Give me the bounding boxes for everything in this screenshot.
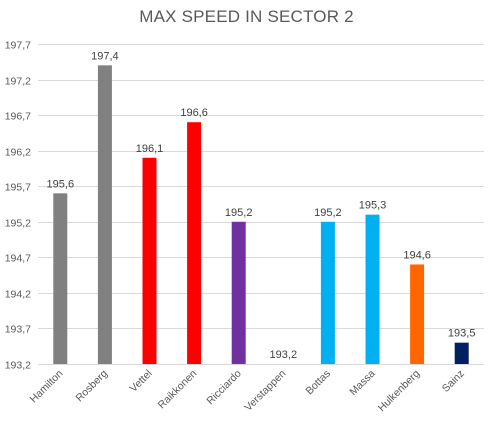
data-label: 197,4 (91, 50, 119, 62)
data-label: 193,5 (448, 328, 476, 340)
data-label: 195,6 (47, 178, 75, 190)
bar (365, 214, 380, 364)
data-label: 195,2 (314, 207, 342, 219)
bar (97, 65, 112, 364)
data-label: 196,6 (180, 107, 208, 119)
x-tick-label: Ricciardo (204, 368, 244, 408)
x-tick-label: Vettel (128, 368, 155, 395)
y-tick-label: 195,2 (5, 218, 31, 230)
x-tick-label: Rosberg (73, 368, 110, 405)
x-tick-label: Massa (347, 368, 377, 398)
x-tick-label: Raikkonen (156, 368, 200, 412)
bar (142, 157, 157, 364)
y-tick-label: 193,2 (5, 360, 31, 372)
x-tick-label: Hulkenberg (376, 368, 423, 415)
y-tick-label: 194,7 (5, 253, 31, 265)
y-tick-label: 194,2 (5, 289, 31, 301)
y-tick-label: 196,2 (5, 147, 31, 159)
y-tick-label: 197,7 (5, 40, 31, 52)
bar (53, 193, 68, 364)
data-label: 196,1 (136, 143, 164, 155)
data-label: 195,3 (359, 200, 387, 212)
y-tick-label: 197,2 (5, 76, 31, 88)
x-tick-label: Sainz (440, 368, 467, 395)
y-tick-label: 193,7 (5, 324, 31, 336)
bar (454, 342, 469, 364)
x-tick-label: Bottas (303, 368, 333, 398)
x-tick-label: Verstappen (242, 368, 288, 414)
bar (410, 264, 425, 364)
bar (231, 221, 246, 364)
chart-title: MAX SPEED IN SECTOR 2 (139, 7, 354, 26)
data-label: 194,6 (403, 249, 431, 261)
bar (320, 221, 335, 364)
data-label: 193,2 (270, 349, 298, 361)
bar (187, 122, 202, 364)
data-label: 195,2 (225, 207, 253, 219)
y-tick-label: 196,7 (5, 111, 31, 123)
y-tick-label: 195,7 (5, 182, 31, 194)
x-tick-label: Hamilton (28, 368, 66, 406)
